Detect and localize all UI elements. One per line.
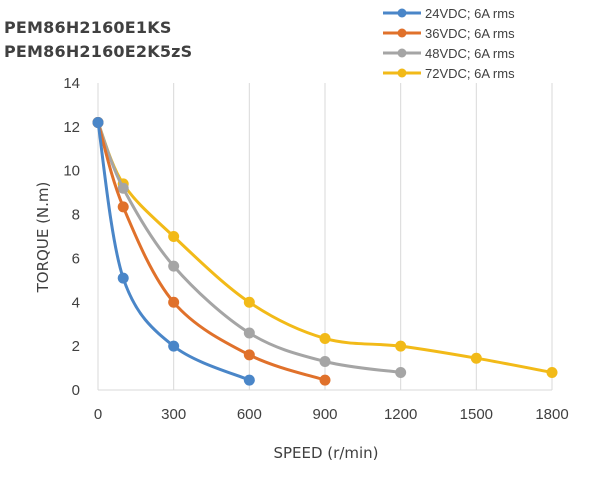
legend-marker xyxy=(397,48,407,58)
data-point xyxy=(117,182,129,194)
legend-entry: 24VDC; 6A rms xyxy=(425,6,515,21)
data-point xyxy=(395,340,407,352)
x-tick-label: 0 xyxy=(94,406,102,423)
data-point xyxy=(319,355,331,367)
legend-entry: 72VDC; 6A rms xyxy=(425,66,515,81)
legend-entry: 36VDC; 6A rms xyxy=(425,26,515,41)
data-point xyxy=(243,349,255,361)
y-axis-ticks: 0 2 4 6 8 10 12 14 xyxy=(63,75,80,399)
data-point xyxy=(168,296,180,308)
data-point xyxy=(546,366,558,378)
y-tick-label: 4 xyxy=(72,294,80,311)
y-tick-label: 8 xyxy=(72,207,80,224)
data-point xyxy=(168,231,180,242)
data-point xyxy=(470,352,482,364)
legend-marker xyxy=(397,68,407,78)
data-point xyxy=(243,374,255,386)
legend-entry: 48VDC; 6A rms xyxy=(425,46,515,61)
data-point xyxy=(168,340,180,352)
data-point xyxy=(92,116,104,128)
x-axis-label: SPEED (r/min) xyxy=(273,444,378,462)
series-group xyxy=(92,116,558,386)
y-tick-label: 2 xyxy=(72,338,80,355)
x-tick-label: 1800 xyxy=(535,406,568,423)
y-tick-label: 0 xyxy=(72,382,80,399)
chart-title-line-2: PEM86H2160E2K5zS xyxy=(4,42,193,61)
data-point xyxy=(395,366,407,378)
data-point xyxy=(243,327,255,339)
data-point xyxy=(117,201,129,213)
legend-marker xyxy=(397,8,407,18)
y-axis-label: TORQUE (N.m) xyxy=(34,182,52,294)
y-tick-label: 10 xyxy=(63,163,80,180)
y-tick-label: 14 xyxy=(63,75,80,92)
x-tick-label: 900 xyxy=(312,406,337,423)
x-tick-label: 600 xyxy=(237,406,262,423)
y-tick-label: 12 xyxy=(63,119,80,136)
x-tick-label: 1200 xyxy=(384,406,417,423)
x-tick-label: 300 xyxy=(161,406,186,423)
legend: 24VDC; 6A rms 36VDC; 6A rms 48VDC; 6A rms 7… xyxy=(383,6,515,81)
y-tick-label: 6 xyxy=(72,250,80,267)
axes xyxy=(97,83,552,391)
data-point xyxy=(117,272,129,284)
series-line xyxy=(96,121,553,374)
x-tick-label: 1500 xyxy=(460,406,493,423)
data-point xyxy=(319,332,331,344)
data-point xyxy=(319,374,331,386)
chart-title-line-1: PEM86H2160E1KS xyxy=(4,18,172,37)
x-axis-ticks: 0 300 600 900 1200 1500 1800 xyxy=(94,406,569,423)
data-point xyxy=(168,260,180,272)
data-point xyxy=(243,296,255,308)
series-line xyxy=(96,122,250,382)
series-line xyxy=(96,122,326,382)
legend-marker xyxy=(397,28,407,38)
